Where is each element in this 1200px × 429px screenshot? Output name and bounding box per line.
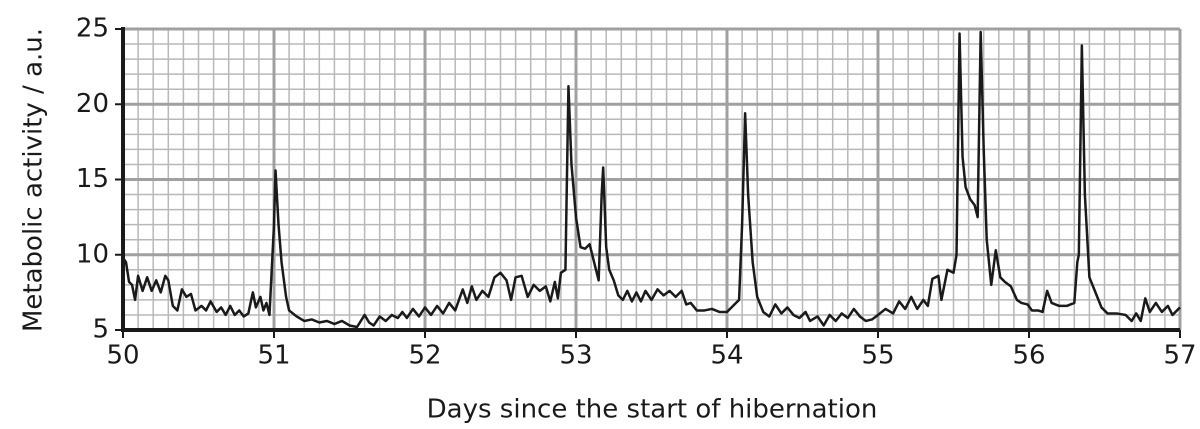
y-tick-label: 25: [76, 14, 109, 44]
x-tick-label: 50: [106, 341, 139, 371]
x-tick-label: 56: [1012, 341, 1045, 371]
y-tick-label: 20: [76, 89, 109, 119]
x-tick-label: 54: [710, 341, 743, 371]
data-line: [121, 30, 1181, 329]
y-tick-label: 5: [92, 315, 109, 345]
y-axis-label: Metabolic activity / a.u.: [19, 28, 49, 332]
x-tick-label: 55: [861, 341, 894, 371]
x-tick-label: 57: [1163, 341, 1196, 371]
y-tick-label: 15: [76, 164, 109, 194]
x-tick-label: 53: [559, 341, 592, 371]
x-tick-label: 51: [257, 341, 290, 371]
x-tick-label: 52: [408, 341, 441, 371]
y-tick-label: 10: [76, 239, 109, 269]
x-axis-label: Days since the start of hibernation: [427, 395, 878, 425]
